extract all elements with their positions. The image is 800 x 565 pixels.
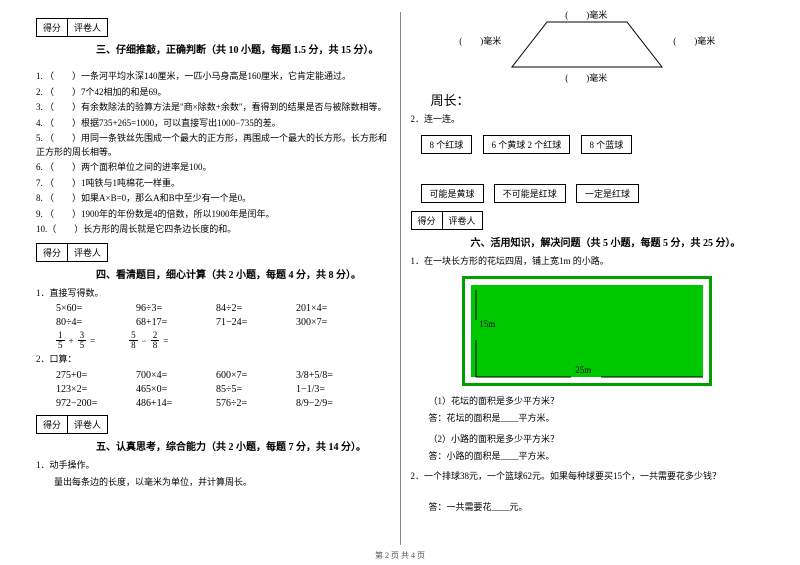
- section-6-title: 六、活用知识，解决问题（共 5 小题，每题 5 分，共 25 分）。: [411, 234, 765, 249]
- grader-label: 评卷人: [68, 18, 108, 37]
- green-rectangle: 15m 25m: [462, 276, 712, 386]
- mc-2: 123×2= 465×0= 85÷5= 1−1/3=: [36, 384, 390, 395]
- opt-4: 可能是黄球: [421, 184, 484, 203]
- s6-q1b: （2）小路的面积是多少平方米？: [411, 432, 765, 445]
- s6-a3: 答：一共需要花____元。: [411, 500, 765, 513]
- q3-4: 4. （ ）根据735+265=1000，可以直接写出1000−735的差。: [36, 117, 390, 131]
- trap-top: ( )毫米: [565, 8, 607, 21]
- q3-10: 10.（ ）长方形的周长就是它四条边长度的和。: [36, 223, 390, 237]
- trap-right: ( )毫米: [673, 34, 715, 47]
- mc-3: 972−200= 486+14= 576÷2= 8/9−2/9=: [36, 398, 390, 409]
- right-column: ( )毫米 ( )毫米 ( )毫米 ( )毫米 周长： 2．连一连。 8 个红球…: [405, 12, 771, 545]
- section-4-title: 四、看清题目，细心计算（共 2 小题，每题 4 分，共 8 分）。: [36, 266, 390, 281]
- frac-1: 15: [56, 331, 65, 350]
- score-box-4: 得分 评卷人: [36, 243, 390, 262]
- q3-5: 5. （ ）用同一条铁丝先围成一个最大的正方形，再围成一个最大的长方形。长方形和…: [36, 132, 390, 159]
- q3-2: 2. （ ）7个42相加的和是69。: [36, 86, 390, 100]
- dim-25m: 25m: [575, 365, 591, 375]
- page-footer: 第 2 页 共 4 页: [0, 550, 800, 561]
- column-divider: [400, 12, 401, 545]
- lian-title: 2．连一连。: [411, 113, 765, 127]
- section-5-title: 五、认真思考，综合能力（共 2 小题，每题 7 分，共 14 分）。: [36, 438, 390, 453]
- score-box: 得分 评卷人: [36, 18, 390, 37]
- lian-row-1: 8 个红球 6 个黄球 2 个红球 8 个蓝球: [421, 133, 765, 156]
- q3-8: 8. （ ）如果A×B=0，那么A和B中至少有一个是0。: [36, 192, 390, 206]
- opt-3: 8 个蓝球: [581, 135, 633, 154]
- trap-left: ( )毫米: [459, 34, 501, 47]
- perimeter-label: 周长：: [431, 90, 765, 109]
- dim-15m: 15m: [479, 319, 495, 329]
- q3-7: 7. （ ）1吨铁与1吨棉花一样重。: [36, 177, 390, 191]
- score-label: 得分: [36, 18, 68, 37]
- calc-row-frac: 15 + 35 = 58 − 28 =: [36, 331, 390, 350]
- score-box-5: 得分 评卷人: [36, 415, 390, 434]
- s5-q1-sub: 量出每条边的长度，以毫米为单位，并计算周长。: [36, 475, 390, 488]
- s5-q1: 1．动手操作。: [36, 459, 390, 473]
- s6-a2: 答：小路的面积是____平方米。: [411, 449, 765, 462]
- trap-bottom: ( )毫米: [565, 71, 607, 84]
- lian-row-2: 可能是黄球 不可能是红球 一定是红球: [421, 182, 765, 205]
- q3-3: 3. （ ）有余数除法的验算方法是"商×除数+余数"，看得到的结果是否与被除数相…: [36, 101, 390, 115]
- opt-1: 8 个红球: [421, 135, 473, 154]
- left-column: 得分 评卷人 三、仔细推敲，正确判断（共 10 小题，每题 1.5 分，共 15…: [30, 12, 396, 545]
- frac-2: 35: [78, 331, 87, 350]
- calc-row-2: 80÷4= 68+17= 71−24= 300×7=: [36, 317, 390, 328]
- s4-h1: 1．直接写得数。: [36, 287, 390, 301]
- frac-4: 28: [151, 331, 160, 350]
- opt-6: 一定是红球: [576, 184, 639, 203]
- section-3-title: 三、仔细推敲，正确判断（共 10 小题，每题 1.5 分，共 15 分）。: [36, 41, 390, 56]
- s4-h2: 2．口算：: [36, 353, 390, 367]
- q3-6: 6. （ ）两个面积单位之间的进率是100。: [36, 161, 390, 175]
- frac-3: 58: [129, 331, 138, 350]
- s6-q2: 2．一个排球38元，一个篮球62元。如果每种球要买15个，一共需要花多少钱？: [411, 470, 765, 484]
- trapezoid-figure: ( )毫米 ( )毫米 ( )毫米 ( )毫米: [487, 12, 687, 82]
- opt-5: 不可能是红球: [494, 184, 566, 203]
- calc-row-1: 5×60= 96÷3= 84÷2= 201×4=: [36, 303, 390, 314]
- s6-q1: 1．在一块长方形的花坛四周，铺上宽1m 的小路。: [411, 255, 765, 269]
- s6-a1: 答：花坛的面积是____平方米。: [411, 411, 765, 424]
- s6-q1a: （1）花坛的面积是多少平方米？: [411, 394, 765, 407]
- q3-9: 9. （ ）1900年的年份数是4的倍数，所以1900年是闰年。: [36, 208, 390, 222]
- opt-2: 6 个黄球 2 个红球: [483, 135, 571, 154]
- q3-1: 1. （ ）一条河平均水深140厘米，一匹小马身高是160厘米，它肯定能通过。: [36, 70, 390, 84]
- score-box-6: 得分 评卷人: [411, 211, 765, 230]
- mc-1: 275+0= 700×4= 600×7= 3/8+5/8=: [36, 370, 390, 381]
